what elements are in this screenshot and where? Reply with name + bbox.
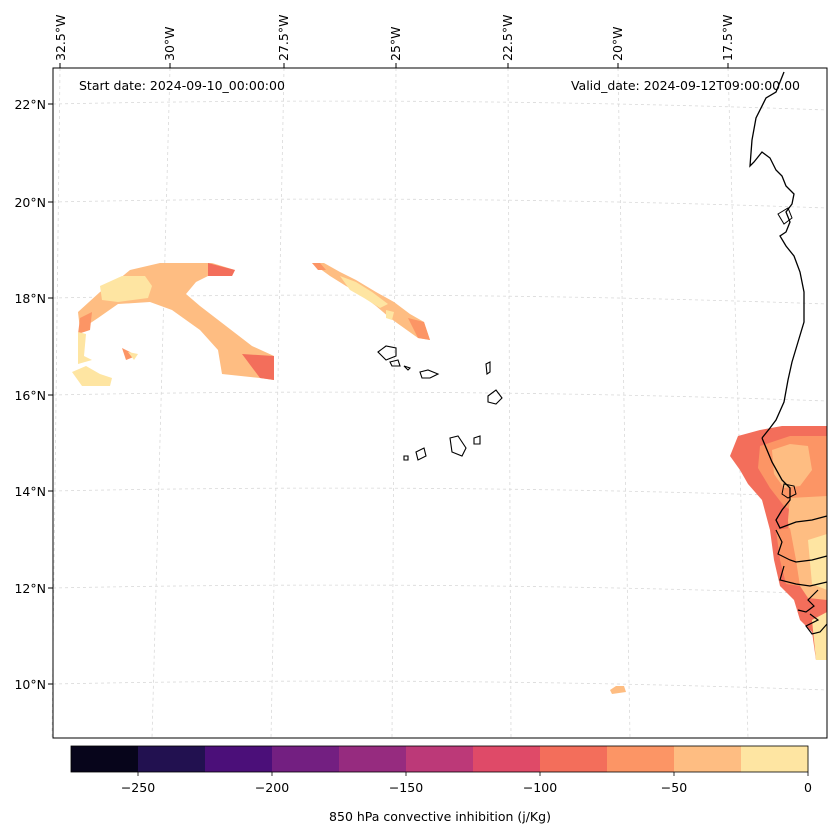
colorbar-segment [741, 746, 809, 772]
top-ticks [59, 63, 729, 68]
lon-label-20w: 20°W [610, 26, 625, 61]
colorbar-title: 850 hPa convective inhibition (j/Kg) [329, 809, 551, 824]
colorbar-tick: −50 [660, 780, 688, 795]
colorbar-segment [473, 746, 541, 772]
lon-label-27-5w: 27.5°W [276, 14, 291, 61]
lat-label-22n: 22°N [14, 97, 46, 112]
map-border [52, 67, 828, 739]
coastline-details [777, 207, 797, 499]
colorbar-tick: 0 [804, 780, 812, 795]
colorbar-segment [406, 746, 474, 772]
colorbar-tick: −100 [522, 780, 558, 795]
lon-label-22-5w: 22.5°W [500, 14, 515, 61]
colorbar-segment [138, 746, 206, 772]
cin-region-south [610, 686, 626, 694]
colorbar-segment [540, 746, 608, 772]
start-date-label: Start date: 2024-09-10_00:00:00 [79, 78, 285, 93]
lon-label-17-5w: 17.5°W [720, 14, 735, 61]
lon-label-30w: 30°W [162, 26, 177, 61]
colorbar-segment [272, 746, 340, 772]
valid-date-label: Valid_date: 2024-09-12T09:00:00.00 [570, 78, 800, 93]
colorbar-tick: −200 [254, 780, 290, 795]
lat-label-20n: 20°N [14, 195, 46, 210]
colorbar-tick: −150 [388, 780, 424, 795]
colorbar-segment [607, 746, 675, 772]
lon-label-32-5w: 32.5°W [53, 14, 68, 61]
colorbar-segment [339, 746, 407, 772]
lat-label-10n: 10°N [14, 677, 46, 692]
lat-label-16n: 16°N [14, 388, 46, 403]
colorbar-segment [71, 746, 139, 772]
colorbar-segment [674, 746, 742, 772]
lon-label-25w: 25°W [388, 26, 403, 61]
map-background [53, 68, 827, 738]
left-ticks [48, 103, 53, 685]
cin-region-north [312, 263, 430, 340]
lat-label-18n: 18°N [14, 291, 46, 306]
cin-region-northwest [72, 263, 274, 386]
colorbar-frame [70, 745, 809, 773]
coastline-africa [749, 71, 805, 439]
colorbar [70, 745, 809, 776]
lat-label-12n: 12°N [14, 581, 46, 596]
cape-verde-islands [377, 345, 503, 461]
coastline-senegal [761, 437, 828, 529]
colorbar-tick: −250 [120, 780, 156, 795]
colorbar-segment [205, 746, 273, 772]
lat-label-14n: 14°N [14, 484, 46, 499]
coastline-guinea [775, 529, 828, 635]
